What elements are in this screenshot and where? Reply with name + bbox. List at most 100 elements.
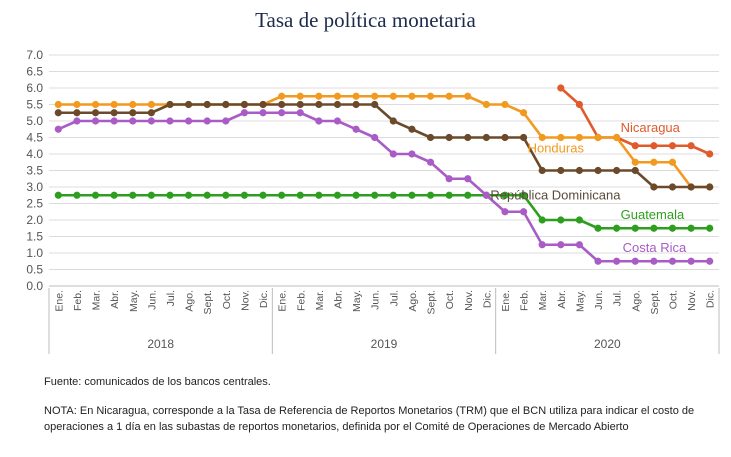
data-point [482, 100, 490, 109]
data-point [278, 109, 286, 117]
data-point [426, 133, 435, 142]
x-tick-label: Dic. [258, 290, 270, 308]
x-tick-label: Oct. [444, 290, 456, 309]
data-point [631, 158, 639, 166]
data-point [259, 109, 267, 117]
y-tick-label: 4.5 [26, 131, 43, 145]
source-note: Fuente: comunicados de los bancos centra… [44, 376, 271, 388]
data-point [538, 241, 546, 249]
data-point [445, 191, 453, 199]
x-tick-label: Ene. [53, 290, 65, 312]
x-tick-label: Abr. [556, 290, 568, 309]
data-point [333, 191, 342, 199]
data-point [482, 133, 490, 142]
data-point [650, 224, 658, 232]
data-point [613, 133, 621, 142]
y-tick-label: 3.5 [26, 164, 43, 178]
data-point [240, 100, 249, 109]
data-point [110, 117, 118, 125]
y-tick-label: 1.5 [26, 230, 43, 244]
x-tick-label: Abr. [109, 290, 121, 309]
data-point [91, 100, 100, 109]
data-point [129, 117, 137, 125]
data-point [147, 191, 155, 199]
data-point [408, 125, 416, 133]
footnote: NOTA: En Nicaragua, corresponde a la Tas… [44, 405, 695, 433]
x-tick-label: Nov. [463, 290, 475, 311]
data-point [166, 191, 174, 199]
data-point [557, 241, 565, 249]
y-tick-label: 2.0 [26, 213, 43, 227]
y-tick-label: 5.5 [26, 98, 43, 112]
year-label: 2020 [594, 337, 621, 351]
data-point [54, 125, 62, 133]
data-point [147, 109, 155, 117]
data-point [594, 133, 602, 142]
data-point [575, 166, 584, 175]
x-tick-label: May. [351, 290, 363, 312]
data-point [389, 117, 397, 125]
data-point [482, 191, 490, 199]
y-tick-label: 2.5 [26, 197, 43, 211]
data-point [129, 109, 137, 117]
data-point [371, 92, 379, 100]
data-point [575, 133, 584, 142]
data-point [371, 133, 379, 142]
data-point [557, 216, 565, 224]
data-point [129, 191, 137, 199]
data-point [222, 100, 230, 109]
y-tick-label: 0.0 [26, 279, 43, 293]
data-point [371, 191, 379, 199]
data-point [668, 183, 677, 191]
data-point [315, 117, 323, 125]
data-point [296, 191, 304, 199]
x-tick-label: Ago. [630, 290, 642, 312]
data-point [73, 117, 81, 125]
data-point [352, 100, 360, 109]
x-tick-label: Ago. [184, 290, 196, 312]
data-point [445, 92, 453, 100]
x-tick-label: Jul. [388, 290, 400, 306]
data-point [538, 166, 546, 175]
data-point [631, 142, 639, 150]
data-point [631, 257, 639, 265]
data-point [668, 142, 677, 150]
data-point [464, 133, 472, 142]
data-point [613, 257, 621, 265]
x-tick-label: Abr. [332, 290, 344, 309]
data-point [408, 191, 416, 199]
x-tick-label: Ene. [500, 290, 512, 312]
data-point [687, 224, 695, 232]
data-point [222, 117, 230, 125]
x-tick-label: Mar. [91, 290, 103, 310]
series-label: República Dominicana [490, 188, 621, 203]
data-point [501, 133, 509, 142]
data-point [240, 191, 249, 199]
x-tick-label: Oct. [667, 290, 679, 309]
data-point [706, 183, 714, 191]
year-label: 2018 [147, 337, 174, 351]
x-tick-label: Dic. [481, 290, 493, 308]
x-tick-label: Nov. [686, 290, 698, 311]
y-tick-label: 4.0 [26, 147, 43, 161]
data-point [315, 100, 323, 109]
series-label: Nicaragua [621, 120, 681, 135]
data-point [389, 150, 397, 158]
data-point [278, 191, 286, 199]
data-point [147, 117, 155, 125]
data-point [259, 100, 267, 109]
y-tick-label: 6.0 [26, 81, 43, 95]
data-point [333, 117, 342, 125]
data-point [501, 208, 509, 216]
data-point [203, 117, 211, 125]
data-point [594, 224, 602, 232]
series-label: Honduras [528, 140, 585, 155]
x-tick-label: Sept. [426, 290, 438, 315]
x-tick-label: Feb. [295, 290, 307, 311]
x-tick-label: Ene. [277, 290, 289, 312]
x-tick-label: Feb. [72, 290, 84, 311]
data-point [147, 100, 155, 109]
data-point [575, 241, 584, 249]
data-point [575, 100, 584, 109]
data-point [631, 224, 639, 232]
